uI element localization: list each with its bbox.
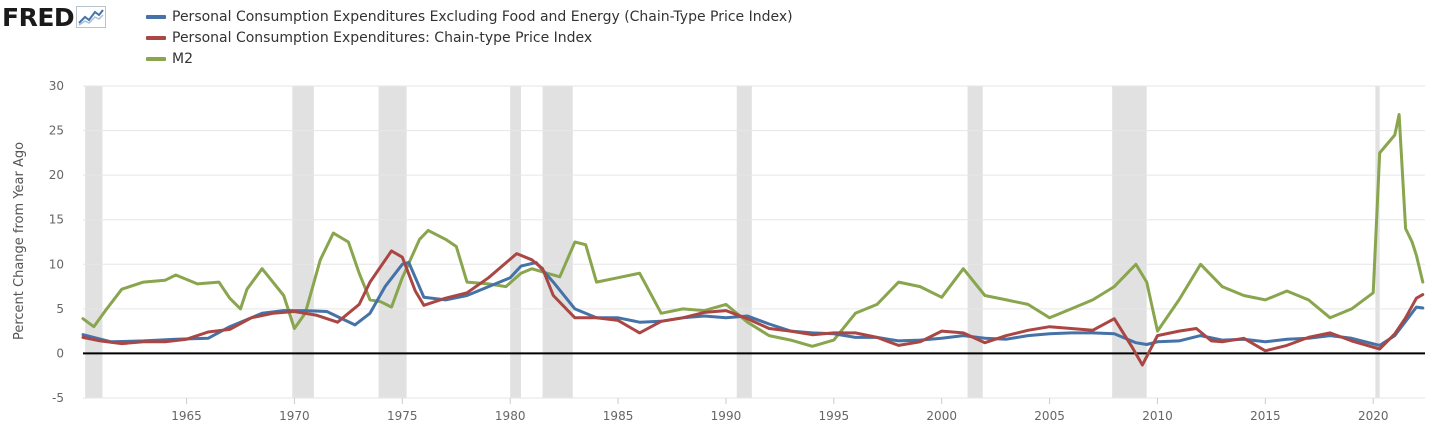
fred-chart-icon [76,6,107,28]
fred-logo-text: FRED [2,2,75,32]
x-tick-label-1975: 1975 [387,409,418,423]
y-axis-title: Percent Change from Year Ago [12,142,27,340]
legend-item-m2[interactable]: M2 [146,48,793,69]
x-tick-label-2020: 2020 [1358,409,1389,423]
x-tick-label-2000: 2000 [926,409,957,423]
x-tick-label-1995: 1995 [819,409,850,423]
series-line-pce_core[interactable] [81,261,1425,347]
recession-band-4 [542,86,573,398]
legend-label-pce: Personal Consumption Expenditures: Chain… [172,29,593,46]
x-tick-label-2015: 2015 [1250,409,1281,423]
legend-item-pce-core[interactable]: Personal Consumption Expenditures Exclud… [146,6,793,27]
y-tick-label-15: 15 [49,213,64,227]
x-tick-label-2005: 2005 [1034,409,1065,423]
series-line-pce[interactable] [81,249,1425,367]
y-tick-label--5: -5 [52,391,64,405]
fred-logo: FRED [2,2,107,32]
x-tick-label-2010: 2010 [1142,409,1173,423]
legend-label-m2: M2 [172,50,193,67]
y-axis-ticks: -5 0 5 10 15 20 25 30 [49,79,64,405]
x-tick-label-1970: 1970 [279,409,310,423]
x-tick-label-1965: 1965 [171,409,202,423]
recession-band-8 [1375,86,1380,398]
gridlines [83,85,1425,399]
series-lines [81,113,1425,367]
x-tick-label-1980: 1980 [495,409,526,423]
x-tick-label-1985: 1985 [603,409,634,423]
y-tick-label-20: 20 [49,168,64,182]
recession-bands [85,86,1380,398]
recession-band-2 [378,86,407,398]
recession-band-1 [292,86,314,398]
recession-band-0 [85,86,103,398]
y-tick-label-25: 25 [49,124,64,138]
recession-band-3 [510,86,521,398]
legend-label-pce-core: Personal Consumption Expenditures Exclud… [172,8,793,25]
x-tick-label-1990: 1990 [711,409,742,423]
legend-swatch-pce-core [146,14,166,19]
y-tick-label-30: 30 [49,79,64,93]
legend-item-pce[interactable]: Personal Consumption Expenditures: Chain… [146,27,793,48]
x-axis-ticks: 1965 1970 1975 1980 1985 1990 1995 2000 2005 2010… [171,398,1388,423]
recession-band-7 [1112,86,1147,398]
chart-legend: Personal Consumption Expenditures Exclud… [146,6,793,69]
y-tick-label-0: 0 [56,346,64,360]
y-tick-label-5: 5 [56,302,64,316]
y-tick-label-10: 10 [49,257,64,271]
recession-band-5 [736,86,752,398]
legend-swatch-pce [146,35,166,40]
legend-swatch-m2 [146,56,166,61]
recession-band-6 [967,86,983,398]
